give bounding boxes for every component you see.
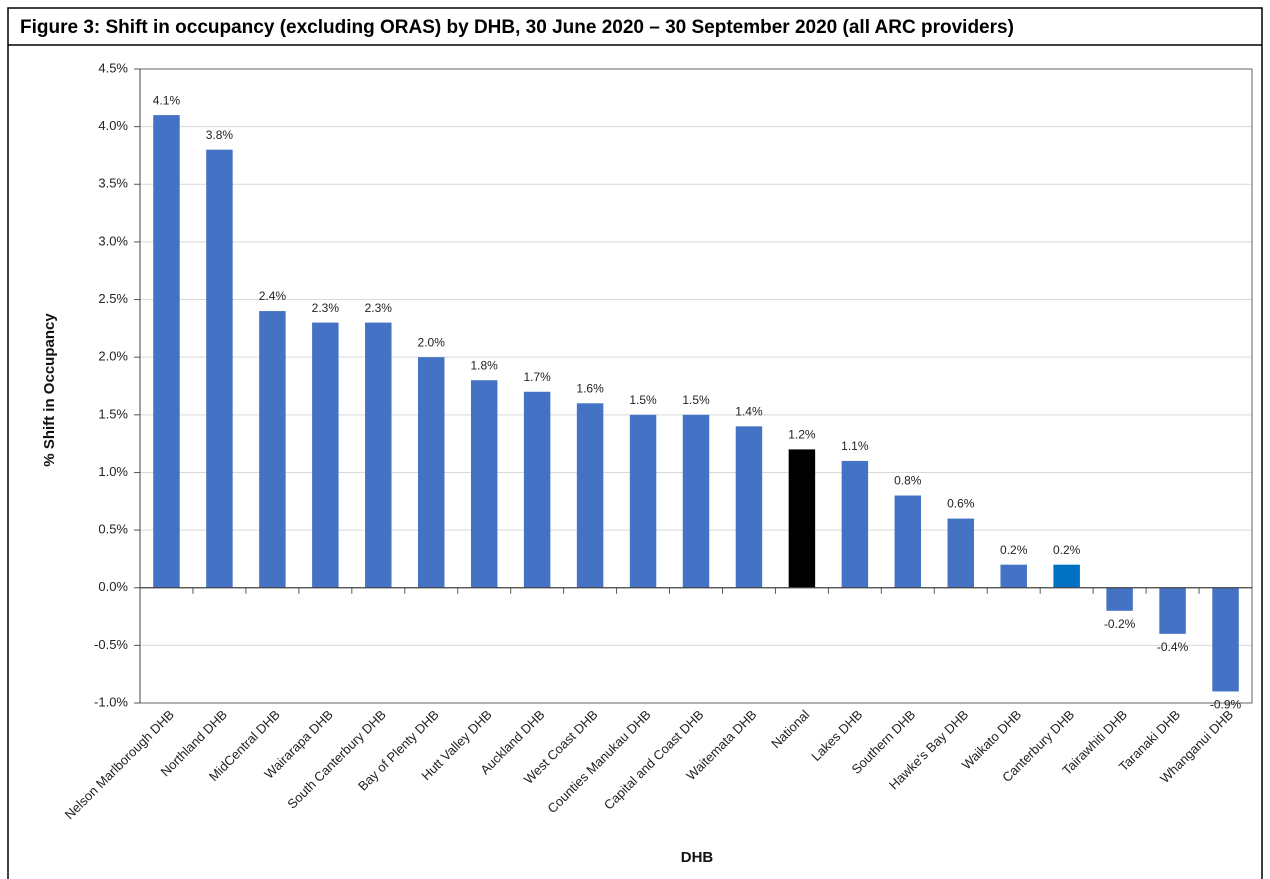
bar: [1106, 587, 1133, 611]
bar: [788, 449, 816, 588]
bar: [841, 460, 869, 588]
y-tick-label: -1.0%: [94, 694, 128, 709]
bar: [470, 380, 498, 588]
y-tick-label: 1.0%: [98, 464, 128, 479]
chart-title: Figure 3: Shift in occupancy (excluding …: [20, 17, 1014, 38]
value-label: 3.8%: [206, 128, 234, 142]
bar: [1212, 587, 1239, 692]
y-tick-label: 4.0%: [98, 118, 128, 133]
value-label: 2.3%: [312, 301, 340, 315]
y-tick-label: 3.0%: [98, 233, 128, 248]
x-tick-label: Lakes DHB: [808, 707, 865, 764]
value-label: 0.2%: [1053, 543, 1081, 557]
y-tick-label: 2.5%: [98, 291, 128, 306]
x-tick-label: Capital and Coast DHB: [601, 707, 707, 813]
value-label: -0.9%: [1210, 698, 1242, 712]
value-label: 1.8%: [471, 358, 499, 372]
bar: [947, 518, 974, 588]
bar: [1159, 587, 1186, 634]
value-label: 1.4%: [735, 405, 763, 419]
y-tick-label: 0.0%: [98, 579, 128, 594]
plot-border: [139, 68, 1253, 704]
bar: [682, 414, 710, 588]
value-label: 1.1%: [841, 439, 869, 453]
x-tick-label: Nelson Marlborough DHB: [62, 707, 177, 822]
value-label: 1.5%: [682, 393, 710, 407]
value-label: 2.3%: [365, 301, 393, 315]
bar: [629, 414, 657, 588]
bar: [365, 322, 392, 588]
value-label: 1.7%: [523, 370, 551, 384]
bar: [153, 115, 180, 588]
value-label: 0.2%: [1000, 543, 1028, 557]
value-label: -0.2%: [1104, 617, 1136, 631]
value-label: 1.2%: [788, 428, 816, 442]
value-label: 2.0%: [418, 335, 446, 349]
value-label: 1.6%: [576, 381, 604, 395]
y-tick-label: 2.0%: [98, 349, 128, 364]
value-label: 0.6%: [947, 497, 975, 511]
bar: [418, 357, 445, 588]
x-tick-label: National: [768, 707, 812, 751]
frame: [7, 7, 1263, 879]
y-tick-label: 4.5%: [98, 60, 128, 75]
x-tick-label: South Canterbury DHB: [284, 707, 389, 812]
value-label: -0.4%: [1157, 640, 1189, 654]
x-tick-label: Counties Manukau DHB: [544, 707, 653, 816]
bar: [206, 149, 233, 588]
bar: [894, 495, 922, 588]
y-tick-label: 0.5%: [98, 522, 128, 537]
value-label: 1.5%: [629, 393, 657, 407]
bar: [576, 403, 604, 588]
y-axis-title: % Shift in Occupancy: [41, 313, 58, 467]
y-tick-label: -0.5%: [94, 637, 128, 652]
bar: [523, 391, 551, 588]
value-label: 2.4%: [259, 289, 287, 303]
x-axis-title: DHB: [681, 849, 714, 866]
bar: [1000, 564, 1027, 588]
bar: [259, 311, 286, 588]
y-tick-label: 3.5%: [98, 176, 128, 191]
bar: [312, 322, 339, 588]
value-label: 4.1%: [153, 93, 181, 107]
value-label: 0.8%: [894, 474, 922, 488]
y-tick-label: 1.5%: [98, 406, 128, 421]
bar: [1053, 564, 1080, 588]
bar: [735, 426, 763, 588]
